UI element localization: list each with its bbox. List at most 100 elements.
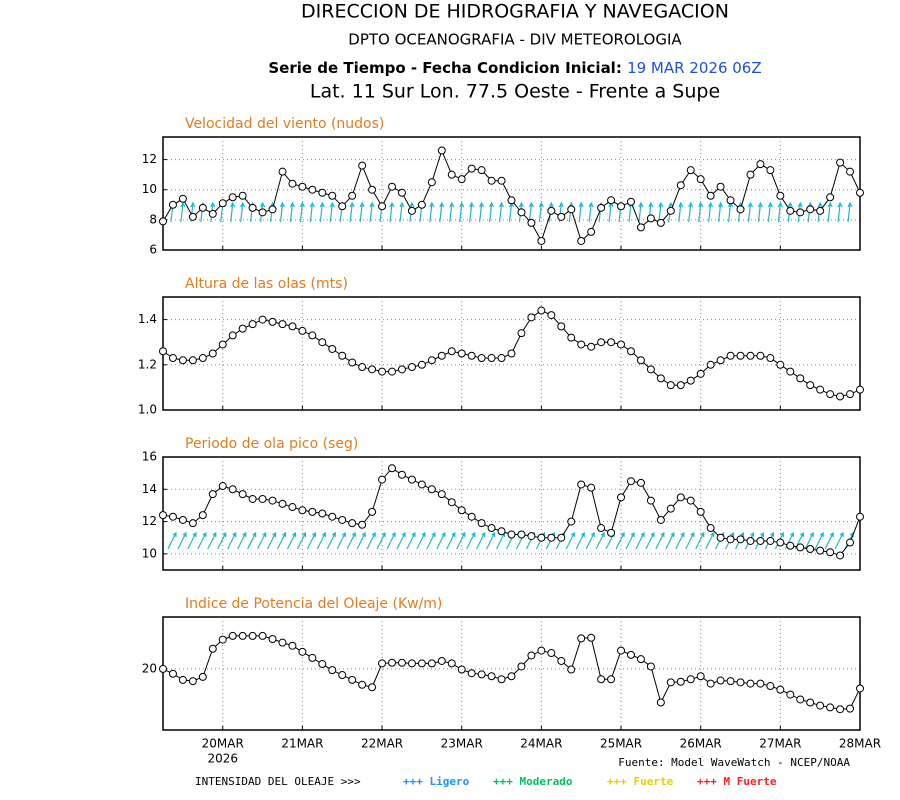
location: Lat. 11 Sur Lon. 77.5 Oeste - Frente a S…	[310, 81, 720, 103]
point	[338, 515, 347, 524]
point	[626, 477, 635, 486]
swell-arrow	[257, 531, 267, 550]
point	[636, 223, 645, 232]
point	[417, 659, 426, 668]
swell-arrow	[635, 531, 645, 550]
point	[856, 188, 864, 197]
series-line	[162, 467, 861, 557]
header-title: DIRECCION DE HIDROGRAFIA Y NAVEGACION	[301, 1, 729, 23]
point	[517, 530, 526, 539]
point	[457, 349, 466, 358]
point	[378, 659, 387, 668]
wind-arrow	[698, 201, 704, 223]
point	[208, 644, 217, 653]
swell-arrow	[326, 531, 336, 550]
point	[238, 490, 247, 499]
point	[427, 178, 436, 187]
x-tick-label: 26MAR	[680, 737, 722, 751]
wind-arrow	[279, 201, 286, 223]
point	[358, 363, 367, 372]
point	[696, 369, 705, 378]
point	[806, 698, 815, 707]
point	[836, 551, 845, 560]
point	[188, 212, 197, 221]
swell-arrow	[316, 531, 326, 550]
point	[786, 367, 795, 376]
panel-frame	[162, 456, 861, 571]
point	[716, 356, 725, 365]
point	[288, 503, 297, 512]
swell-arrow	[276, 531, 287, 550]
point	[656, 515, 665, 524]
wind-arrow	[688, 201, 694, 223]
swell-arrow	[615, 531, 625, 550]
point	[527, 651, 536, 660]
swell-arrow	[286, 531, 297, 550]
point	[577, 236, 586, 245]
wind-arrow	[658, 201, 664, 223]
wind-arrow	[389, 201, 395, 223]
x-tick-label: 25MAR	[600, 737, 642, 751]
point	[537, 646, 546, 655]
y-tick-label: 16	[142, 450, 157, 464]
point	[198, 203, 207, 212]
point	[587, 227, 596, 236]
point	[756, 679, 765, 688]
wind-arrow	[459, 201, 465, 223]
legend-entry: +++ M Fuerte	[697, 775, 777, 788]
point	[557, 212, 566, 221]
point	[597, 203, 606, 212]
point	[766, 682, 775, 691]
point	[397, 188, 406, 197]
point	[467, 351, 476, 360]
point	[457, 665, 466, 674]
point	[258, 315, 267, 324]
point	[318, 338, 327, 347]
point	[407, 206, 416, 215]
point	[597, 675, 606, 684]
point	[656, 218, 665, 227]
point	[268, 634, 277, 643]
swell-arrow	[416, 531, 426, 550]
swell-arrow	[356, 531, 366, 550]
wind-arrow	[498, 201, 505, 223]
point	[218, 340, 227, 349]
point	[328, 666, 337, 675]
point	[786, 541, 795, 550]
panel-title: Velocidad del viento (nudos)	[185, 116, 384, 132]
point	[547, 311, 556, 320]
point	[437, 490, 446, 499]
point	[477, 670, 486, 679]
point	[298, 326, 307, 335]
x-tick-label: 21MAR	[281, 737, 323, 751]
point	[308, 507, 317, 516]
swell-arrow	[466, 531, 476, 550]
point	[467, 669, 476, 678]
point	[696, 507, 705, 516]
point	[228, 485, 237, 494]
point	[796, 208, 805, 217]
point	[168, 200, 177, 209]
point	[308, 653, 317, 662]
point	[517, 208, 526, 217]
point	[417, 480, 426, 489]
point	[726, 196, 735, 205]
point	[417, 360, 426, 369]
swell-arrow	[366, 531, 376, 550]
point	[666, 206, 675, 215]
legend-entry: +++ Ligero	[403, 775, 470, 788]
point	[567, 665, 576, 674]
swell-arrow	[237, 531, 247, 550]
point	[607, 338, 616, 347]
point	[756, 351, 765, 360]
panel-frame	[162, 616, 861, 731]
point	[248, 203, 257, 212]
point	[806, 205, 815, 214]
point	[806, 381, 815, 390]
y-tick-label: 1.4	[138, 312, 157, 326]
swell-arrow	[376, 531, 386, 550]
point	[577, 340, 586, 349]
point	[308, 331, 317, 340]
swell-arrow	[595, 531, 605, 550]
point	[816, 385, 825, 394]
